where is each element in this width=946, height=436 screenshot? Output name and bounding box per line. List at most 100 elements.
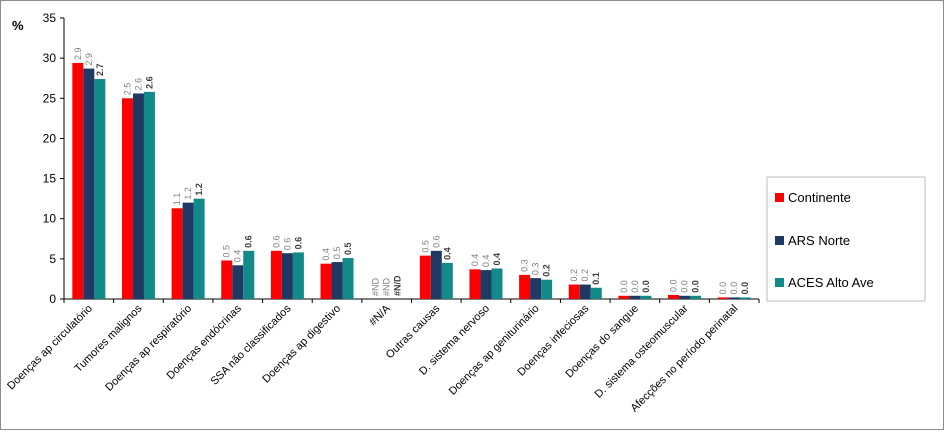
bar (541, 279, 553, 299)
data-label: 1.1 (172, 193, 182, 206)
data-label: 0.4 (321, 248, 331, 261)
data-label: 0.2 (542, 264, 552, 277)
data-label: 0.6 (244, 235, 254, 248)
data-label: #ND (382, 277, 392, 296)
bar (519, 274, 531, 299)
legend-label: ARS Norte (788, 233, 850, 248)
bar (640, 295, 652, 299)
bar (469, 269, 481, 299)
legend-swatch (775, 193, 784, 202)
data-label: 2.9 (84, 53, 94, 66)
bar (292, 252, 304, 299)
bar (618, 295, 630, 299)
data-label: 0.5 (332, 247, 342, 260)
x-tick-label: SSA não classificados (208, 302, 293, 387)
legend-label: ACES Alto Ave (788, 275, 874, 290)
data-label: 0.4 (442, 247, 452, 260)
bar (232, 265, 244, 299)
x-tick-label: Afecções no período perinatal (628, 303, 740, 415)
bar (182, 202, 194, 299)
bar (121, 98, 133, 300)
data-label: #ND (371, 277, 381, 296)
bar (320, 263, 332, 299)
bar (530, 278, 542, 299)
bar (94, 79, 106, 299)
data-label: 1.2 (194, 183, 204, 196)
bar (132, 93, 144, 300)
data-label: 2.7 (95, 64, 105, 77)
bars (72, 62, 751, 300)
bar (243, 250, 255, 299)
data-label: 0.2 (569, 269, 579, 282)
bar (717, 297, 729, 299)
data-label: 2.6 (144, 76, 154, 89)
data-label: 2.9 (73, 47, 83, 60)
data-label: 0.6 (293, 237, 303, 250)
data-label: 0.1 (591, 272, 601, 285)
y-tick-label: 30 (43, 51, 57, 65)
bar (221, 260, 233, 299)
bar (629, 295, 641, 299)
bar (83, 68, 95, 299)
data-label: 0.5 (343, 243, 353, 256)
data-label: 0.3 (531, 263, 541, 276)
bar (342, 258, 354, 299)
legend-box (766, 176, 926, 302)
data-label: 0.4 (233, 250, 243, 263)
y-tick-label: 0 (49, 292, 56, 306)
data-label: 0.0 (680, 280, 690, 293)
data-label: 0.0 (718, 282, 728, 295)
data-label: 0.6 (271, 235, 281, 248)
bar (171, 208, 183, 299)
bar (72, 62, 84, 300)
data-label: 0.0 (729, 282, 739, 295)
bar (193, 198, 205, 299)
bar (579, 284, 591, 299)
bar (441, 262, 453, 299)
data-label: 0.4 (481, 255, 491, 268)
x-tick-label: D. sistema osteomuscular (593, 302, 691, 400)
data-label: 0.6 (282, 238, 292, 251)
bar (270, 250, 282, 299)
data-label: 0.6 (431, 235, 441, 248)
data-label: 0.2 (580, 269, 590, 282)
y-tick-label: 20 (43, 131, 57, 145)
bar (679, 295, 691, 299)
y-tick-label: 5 (49, 252, 56, 266)
x-tick-label: Doenças ap respiratório (103, 303, 194, 394)
bar (331, 262, 343, 299)
data-label: 0.0 (619, 280, 629, 293)
data-label: 0.4 (470, 254, 480, 267)
bar (668, 294, 680, 299)
data-labels: 2.9 2.92.72.5 2.6 2.61.1 1.2 1.20.5 0.40.6 0.6 0… (73, 47, 750, 296)
x-tick-label: #N/A (367, 302, 393, 328)
legend: Continente ARS Norte ACES Alto Ave (766, 176, 926, 302)
data-label: 0.0 (669, 279, 679, 292)
y-tick-label: 10 (43, 212, 57, 226)
x-tick-label: Doenças ap circulatório (5, 303, 95, 393)
bar (590, 287, 602, 299)
bar (419, 255, 431, 299)
bar (143, 91, 155, 299)
legend-swatch (775, 236, 784, 245)
legend-swatch (775, 278, 784, 287)
data-label: 2.6 (133, 78, 143, 91)
data-label: 0.0 (691, 280, 701, 293)
data-label: 0.0 (630, 280, 640, 293)
bar (480, 270, 492, 299)
data-label: 0.0 (740, 282, 750, 295)
bar (491, 268, 503, 299)
data-label: 2.5 (122, 83, 132, 96)
y-axis-unit-label: % (12, 18, 24, 33)
x-tick-label: Doenças ap geniturinário (447, 303, 542, 398)
data-label: 0.3 (520, 259, 530, 272)
data-label: 0.4 (492, 253, 502, 266)
y-tick-label: 15 (43, 172, 57, 186)
bar (690, 295, 702, 299)
bar (430, 250, 442, 299)
data-label: 0.5 (420, 240, 430, 253)
y-tick-label: 25 (43, 91, 57, 105)
